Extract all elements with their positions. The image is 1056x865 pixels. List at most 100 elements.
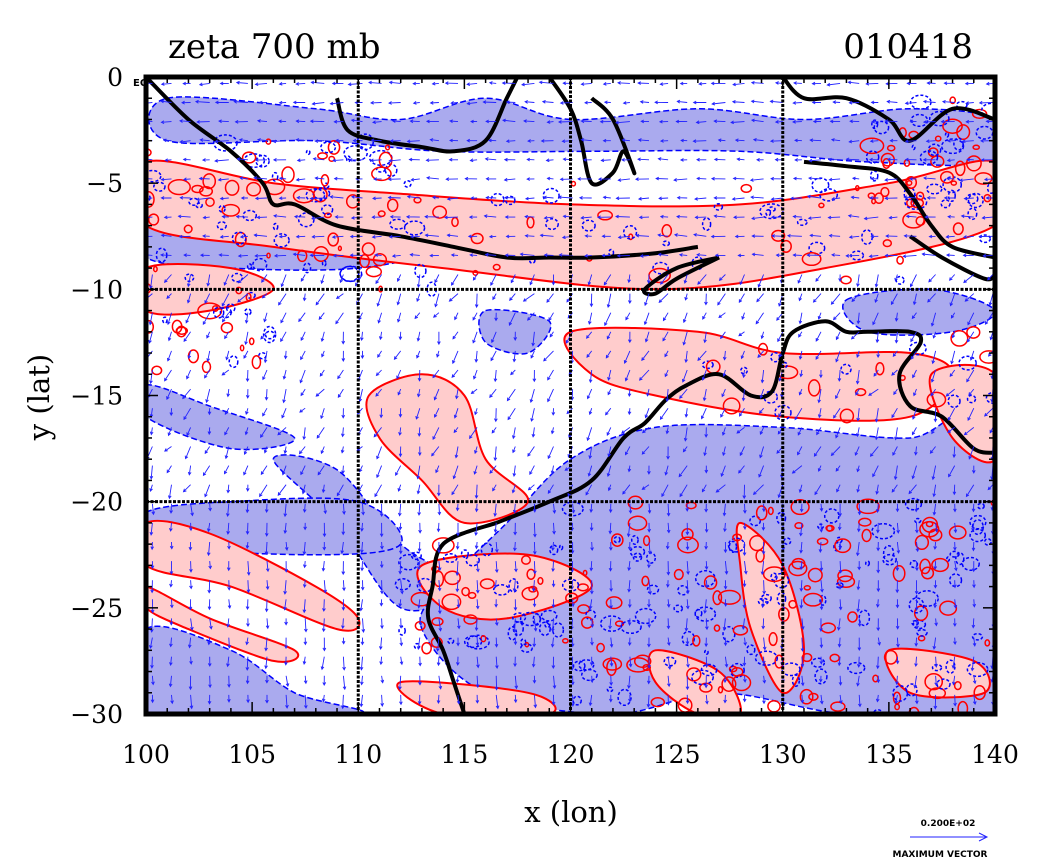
contour-blob <box>728 540 738 553</box>
map-date: 010418 <box>843 27 973 67</box>
contour-blob <box>305 188 326 203</box>
contour-blob <box>967 192 984 209</box>
contour-blob <box>339 265 360 283</box>
contour-blob <box>847 661 866 675</box>
contour-blob <box>472 269 479 276</box>
contour-blob <box>661 224 673 238</box>
contour-blob <box>413 642 421 650</box>
map-area <box>146 77 995 714</box>
negative-vorticity-region <box>146 384 296 451</box>
contour-blob <box>803 584 812 591</box>
contour-blob <box>816 537 829 546</box>
contour-blob <box>398 553 420 571</box>
contour-blob <box>757 342 769 356</box>
contour-blob <box>858 609 871 627</box>
contour-blob <box>807 567 823 583</box>
contour-blob <box>265 138 272 145</box>
contour-blob <box>768 632 778 647</box>
contour-blob <box>228 355 239 369</box>
contour-blob <box>911 619 919 626</box>
coastline <box>993 310 995 315</box>
coastline <box>495 319 995 525</box>
contour-blob <box>212 306 225 319</box>
contour-blob <box>608 248 615 257</box>
contour-blob <box>746 644 756 656</box>
contour-blob <box>972 144 981 151</box>
contour-blob <box>732 533 743 542</box>
contour-blob <box>896 255 904 265</box>
contour-blob <box>906 180 913 186</box>
contour-blob <box>629 545 646 558</box>
contour-blob <box>973 685 986 701</box>
x-tick-label: 115 <box>441 740 489 769</box>
contour-blob <box>880 186 890 198</box>
contour-blob <box>441 593 462 611</box>
contour-blob <box>780 239 792 253</box>
contour-blob <box>902 211 925 229</box>
contour-blob <box>794 522 804 530</box>
contour-blob <box>701 217 712 232</box>
map-title: zeta 700 mb <box>168 27 380 67</box>
contour-blob <box>327 232 340 247</box>
contour-blob <box>466 634 490 650</box>
contour-blob <box>492 584 510 596</box>
contour-blob <box>911 144 916 151</box>
contour-blob <box>762 566 786 583</box>
contour-blob <box>717 589 741 605</box>
contour-blob <box>732 624 749 636</box>
contour-blob <box>755 505 768 521</box>
contour-blob <box>783 537 792 546</box>
contour-blob <box>327 139 341 155</box>
contour-blob <box>731 674 752 692</box>
contour-blob <box>224 179 240 196</box>
contour-blob <box>974 172 993 185</box>
contour-blob <box>717 686 724 694</box>
contour-blob <box>971 632 984 641</box>
contour-blob <box>819 188 839 202</box>
contour-blob <box>830 701 846 712</box>
contour-blob <box>873 120 890 135</box>
negative-vorticity-fills <box>146 96 995 714</box>
contour-blob <box>915 590 939 607</box>
contour-blob <box>242 209 258 222</box>
contour-blob <box>909 559 919 569</box>
contour-blob <box>343 145 368 162</box>
contour-blob <box>854 184 860 192</box>
contour-blob <box>252 257 268 272</box>
contour-blob <box>781 662 801 677</box>
contour-blob <box>952 222 964 236</box>
contour-blob <box>966 325 981 339</box>
equator-label: EQ <box>133 78 148 89</box>
contour-blob <box>581 219 596 232</box>
contour-blob <box>201 360 212 374</box>
contour-blob <box>292 188 316 204</box>
vector-caption: MAXIMUM VECTOR <box>892 850 987 860</box>
contour-blob <box>958 355 977 371</box>
contour-blob <box>961 556 980 572</box>
contour-blob <box>928 110 950 127</box>
coastline <box>335 77 520 154</box>
positive-vorticity-region <box>365 373 530 525</box>
contour-blob <box>414 263 427 279</box>
contour-blob <box>691 669 714 686</box>
wind-vectors <box>146 80 995 714</box>
contour-blob <box>776 591 787 606</box>
contour-blob <box>728 665 738 673</box>
contour-blob <box>480 542 494 557</box>
positive-vorticity-region <box>396 680 557 714</box>
contour-blob <box>220 321 234 334</box>
y-tick-label: −30 <box>70 700 123 729</box>
contour-blob <box>984 639 991 647</box>
contour-blob <box>244 308 252 316</box>
contour-blob <box>634 607 657 625</box>
contour-blob <box>740 366 748 375</box>
contour-blob <box>386 198 399 213</box>
contour-blob <box>814 668 828 685</box>
contour-blob <box>602 657 623 671</box>
contour-blob <box>248 337 255 346</box>
contour-blob <box>818 202 825 209</box>
contour-blob <box>861 528 872 543</box>
contour-blob <box>147 213 160 226</box>
contour-blob <box>811 657 826 668</box>
coastline <box>803 159 995 260</box>
